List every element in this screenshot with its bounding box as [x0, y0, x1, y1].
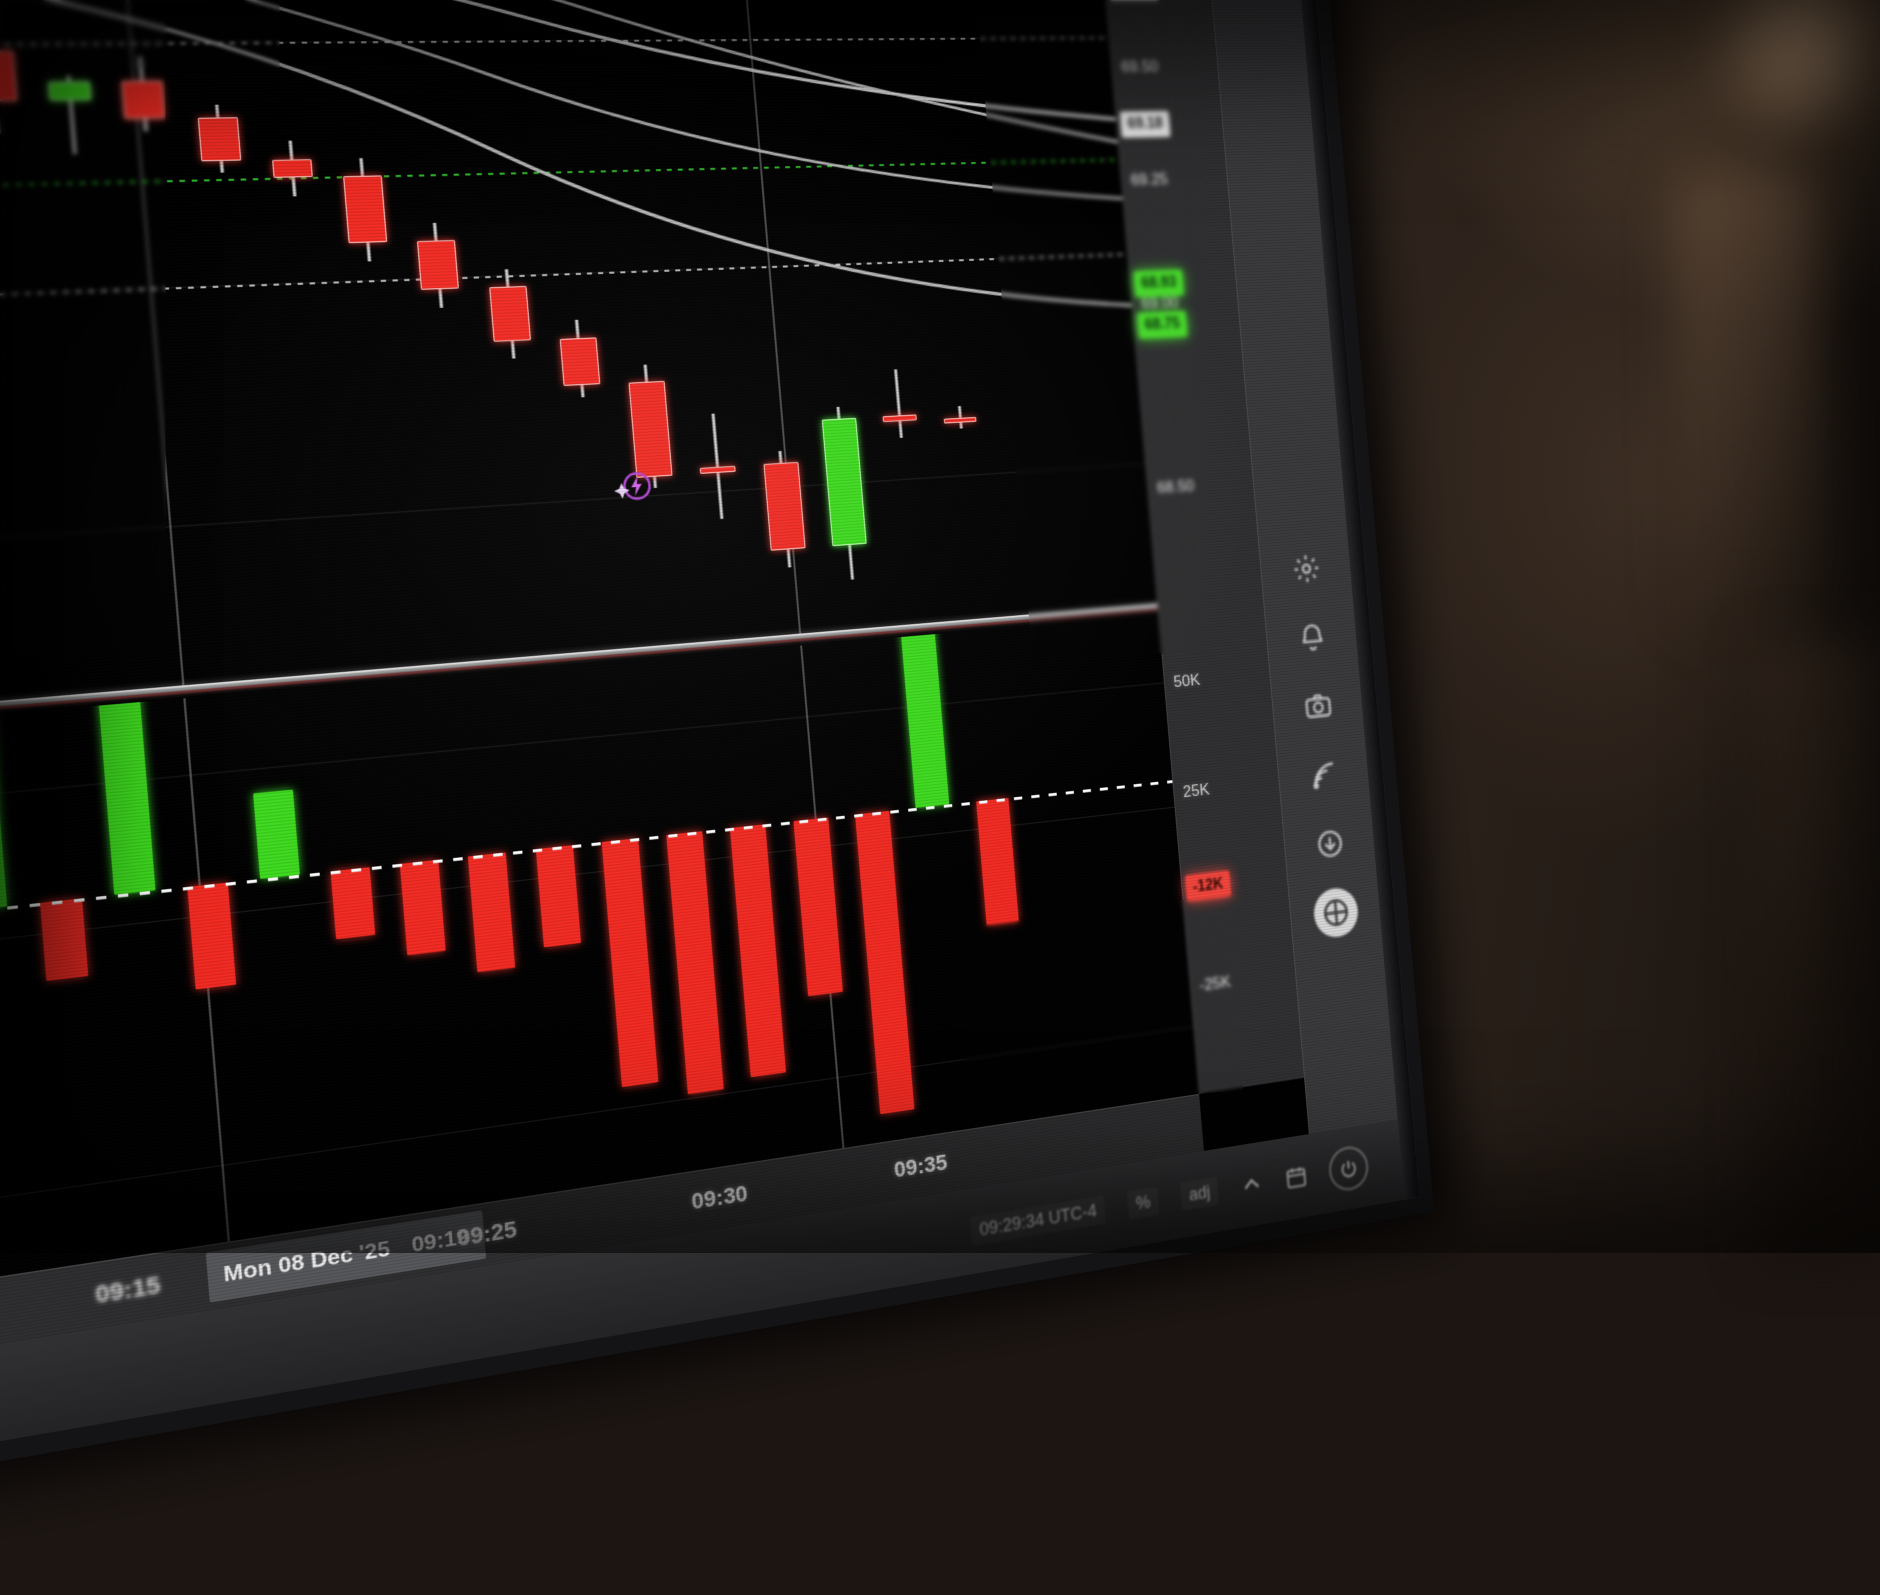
volume-scale-tick: 25K: [1173, 772, 1276, 802]
volume-bar: [400, 860, 446, 956]
candlestick: [389, 0, 490, 663]
settings-gear-icon[interactable]: [1282, 543, 1330, 595]
price-scale-tick: 69.50: [1111, 57, 1214, 77]
broadcast-signal-icon[interactable]: [1300, 749, 1348, 802]
chevron-up-icon[interactable]: [1239, 1170, 1264, 1198]
volume-bar: [468, 852, 515, 972]
volume-bar: [898, 615, 949, 808]
volume-bar: [976, 798, 1020, 926]
percent-toggle-button[interactable]: %: [1127, 1186, 1160, 1219]
volume-bar: [730, 824, 786, 1077]
volume-bar: [666, 831, 723, 1094]
price-scale-tick: 68.50: [1147, 473, 1250, 499]
lightning-circle-icon: [609, 461, 659, 511]
grid-layout-icon[interactable]: [1312, 886, 1360, 940]
candle-wick: [894, 370, 903, 439]
candle-body: [763, 462, 805, 551]
gridline-horizontal: [0, 682, 1164, 811]
candle-wick: [360, 158, 372, 262]
candle-wick: [505, 269, 516, 359]
candle-body: [417, 240, 459, 290]
alert-bell-icon[interactable]: [1288, 611, 1336, 663]
candle-wick: [289, 141, 297, 196]
time-cursor-time: 09:19: [411, 1224, 470, 1258]
candlestick: [33, 0, 139, 693]
candle-body: [122, 81, 166, 119]
candle-wick: [575, 320, 584, 397]
candle-body: [560, 337, 601, 386]
candle-body: [629, 381, 673, 477]
candle-body: [0, 51, 17, 102]
volume-bar: [96, 666, 155, 894]
candlestick: [523, 0, 622, 652]
candlestick: [107, 0, 212, 686]
candle-wick: [433, 223, 443, 308]
candle-body: [700, 465, 736, 473]
volume-bar: [0, 713, 7, 911]
price-tag[interactable]: 69.18: [1120, 111, 1171, 138]
candle-wick: [67, 75, 77, 154]
volume-bar: [330, 867, 375, 939]
volume-bar: [253, 790, 300, 879]
candle-body: [943, 417, 977, 424]
candle-body: [48, 82, 91, 101]
volume-bar: [855, 811, 914, 1115]
volume-bar-series: [0, 615, 1158, 730]
candlestick: [456, 0, 556, 657]
download-icon[interactable]: [1306, 817, 1354, 871]
adjust-toggle-button[interactable]: adj: [1180, 1176, 1219, 1210]
volume-gridlines: [0, 615, 1158, 730]
candle-wick: [215, 105, 224, 173]
volume-bar: [602, 838, 659, 1087]
volume-histogram-panel[interactable]: [0, 615, 1199, 1299]
computer-monitor: 69.7569.5069.2569.0068.5069.6269.1868.93…: [0, 0, 1434, 1484]
candlestick: [0, 0, 65, 699]
candle-body: [343, 176, 387, 244]
price-tag[interactable]: 68.93: [1133, 270, 1184, 298]
volume-scale-tick: -25K: [1190, 964, 1292, 997]
candlestick: [250, 0, 353, 674]
camera-snapshot-icon[interactable]: [1294, 680, 1342, 733]
ai-lightning-badge[interactable]: [609, 461, 659, 511]
volume-bar: [535, 845, 580, 948]
volume-tag[interactable]: -12K: [1185, 870, 1231, 902]
candle-wick: [139, 56, 149, 131]
monitor-stage: 69.7569.5069.2569.0068.5069.6269.1868.93…: [0, 0, 1880, 1253]
volume-bar: [188, 882, 237, 989]
candlestick: [320, 0, 422, 669]
price-scale-tick: 69.25: [1121, 168, 1224, 189]
time-scale-tick: 09:25: [456, 1216, 518, 1252]
gridline-vertical: [183, 698, 230, 1242]
gridline-vertical: [117, 0, 184, 685]
candle-body: [489, 286, 531, 341]
volume-bar: [40, 898, 88, 981]
candle-body: [822, 418, 867, 547]
time-scale-tick: 09:30: [691, 1180, 749, 1215]
time-scale-tick: 09:35: [893, 1149, 948, 1183]
price-chart-panel[interactable]: [0, 0, 1157, 717]
power-icon[interactable]: [1327, 1144, 1369, 1193]
price-tag[interactable]: 68.75: [1137, 311, 1188, 340]
volume-scale-tick: 50K: [1164, 664, 1267, 692]
calendar-icon[interactable]: [1284, 1163, 1308, 1191]
candlestick: [179, 0, 283, 680]
time-cursor-date: Mon 08 Dec '25: [222, 1237, 391, 1289]
candle-body: [272, 159, 313, 178]
candle-body: [883, 414, 917, 422]
price-tag[interactable]: 69.62: [1108, 0, 1159, 1]
candle-body: [197, 117, 240, 161]
status-clock: 09:29:34 UTC-4: [970, 1195, 1106, 1245]
time-tick-left: 09:15: [94, 1271, 161, 1310]
